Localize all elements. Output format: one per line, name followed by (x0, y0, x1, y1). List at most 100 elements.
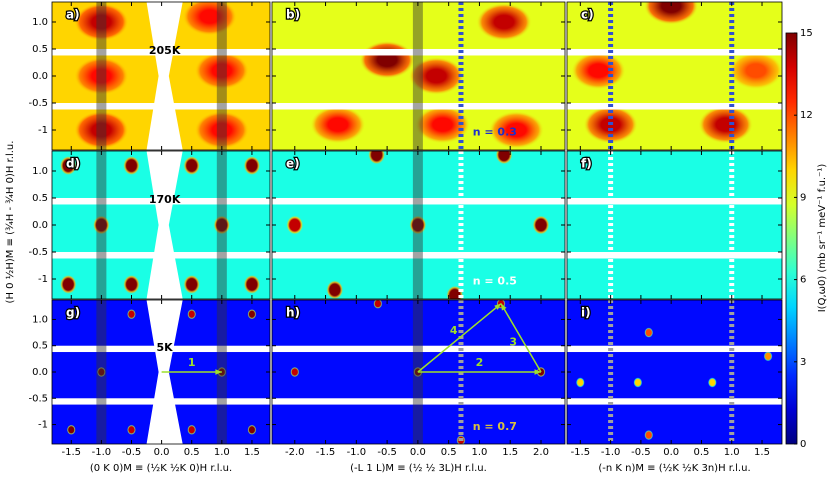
data-gap (567, 197, 782, 205)
y-tick-label: -0.5 (28, 247, 48, 258)
y-tick-label: 0.5 (32, 44, 48, 55)
no-data-region (146, 2, 183, 150)
intensity-peak (59, 155, 77, 176)
x-tick-label: 1.0 (214, 447, 230, 458)
panel-background (567, 151, 782, 299)
intensity-peak (368, 151, 386, 165)
arrow-head (534, 369, 541, 375)
arrow-head (500, 303, 507, 311)
arrow-head (494, 303, 501, 310)
temperature-label: 205K (149, 44, 181, 57)
x-tick-label: -0.5 (377, 447, 397, 458)
panel-label: e) (286, 157, 300, 171)
data-gap (52, 103, 270, 110)
x-axis-label: (0 K 0)M ≡ (½K ½K 0)H r.l.u. (90, 462, 232, 474)
intensity-peak (532, 215, 550, 235)
colorbar-label: I(Q,ω0) (mb sr⁻¹ meV⁻¹ f.u.⁻¹) (817, 164, 828, 313)
x-tick-label: 1.5 (244, 447, 260, 458)
panel (52, 151, 270, 299)
y-tick-label: 1.0 (32, 17, 48, 28)
panel-label: a) (66, 8, 80, 22)
cut-band (216, 2, 227, 150)
data-gap (52, 252, 270, 259)
x-tick-label: 1.5 (754, 447, 770, 458)
x-tick-label: 0.0 (663, 447, 679, 458)
intensity-peak (59, 274, 77, 295)
x-axis-label: (-L 1 L)M ≡ (½ ½ 3L)H r.l.u. (350, 462, 487, 474)
intensity-peak (488, 111, 545, 149)
x-tick-label: -0.5 (631, 447, 651, 458)
intensity-peak (326, 280, 344, 299)
x-tick-label: 1.0 (724, 447, 740, 458)
x-tick-label: 0.5 (693, 447, 709, 458)
data-gap (272, 398, 565, 405)
intensity-peak (213, 215, 231, 235)
intensity-peak (183, 274, 201, 295)
data-gap (272, 197, 565, 205)
x-tick-label: 0.5 (441, 447, 457, 458)
intensity-peak (359, 40, 415, 79)
data-gap (52, 48, 270, 56)
y-tick-label: 0.0 (32, 367, 48, 378)
panel-label: d) (66, 157, 80, 171)
cut-label: n = 0.3 (473, 126, 517, 139)
intensity-peak (763, 350, 773, 362)
intensity-peak (643, 2, 699, 25)
intensity-peak (243, 155, 261, 176)
data-gap (272, 345, 565, 353)
colorbar-tick-label: 15 (800, 28, 813, 39)
temperature-label: 170K (149, 193, 181, 206)
intensity-peak (495, 151, 513, 165)
data-gap (272, 103, 565, 110)
intensity-peak (644, 327, 654, 338)
panel-label: f) (581, 157, 592, 171)
x-tick-label: 0.0 (154, 447, 170, 458)
intensity-peak (575, 377, 585, 388)
intensity-peak (92, 215, 110, 235)
intensity-peak (310, 105, 366, 144)
panel-label: h) (286, 306, 300, 320)
x-tick-label: -1.5 (62, 447, 82, 458)
intensity-peak (247, 308, 257, 320)
x-tick-label: 1.5 (502, 447, 518, 458)
intensity-peak (286, 215, 304, 235)
y-axis-label: (H 0 ½H)M ≡ (¾H - ¾H 0)H r.l.u. (4, 141, 16, 304)
cut-band (412, 151, 423, 299)
intensity-peak (74, 111, 129, 149)
intensity-peak (74, 3, 129, 41)
x-tick-label: -1.0 (92, 447, 112, 458)
arrow-label: 2 (476, 356, 484, 369)
intensity-peak (126, 308, 137, 320)
intensity-peak (182, 2, 237, 36)
intensity-peak (414, 105, 471, 144)
wavevector-arrow (417, 303, 502, 373)
intensity-peak (707, 377, 717, 388)
arrow-label: 4 (450, 324, 458, 337)
y-tick-label: -1 (38, 274, 48, 285)
cut-band (412, 2, 423, 150)
intensity-peak (74, 57, 129, 95)
panel-label: i) (581, 306, 591, 320)
y-tick-label: -0.5 (28, 98, 48, 109)
panel: 2 3 4 (272, 300, 565, 444)
intensity-peak (409, 215, 427, 235)
data-gap (567, 252, 782, 259)
x-tick-label: -1.5 (316, 447, 336, 458)
intensity-peak (66, 424, 76, 436)
intensity-peak (476, 3, 532, 41)
y-tick-label: 0.5 (32, 193, 48, 204)
colorbar (785, 32, 798, 445)
no-data-region (146, 151, 183, 299)
panel: 1 (52, 300, 270, 444)
cut-band (216, 151, 227, 299)
x-tick-label: -1.0 (347, 447, 367, 458)
intensity-peak (698, 105, 753, 144)
colorbar-tick-label: 3 (800, 357, 806, 368)
intensity-peak (66, 308, 76, 320)
x-tick-label: -1.0 (601, 447, 621, 458)
intensity-peak (243, 274, 261, 295)
x-tick-label: -2.0 (285, 447, 305, 458)
intensity-peak (408, 57, 465, 95)
panel (567, 300, 782, 444)
intensity-peak (123, 155, 140, 176)
